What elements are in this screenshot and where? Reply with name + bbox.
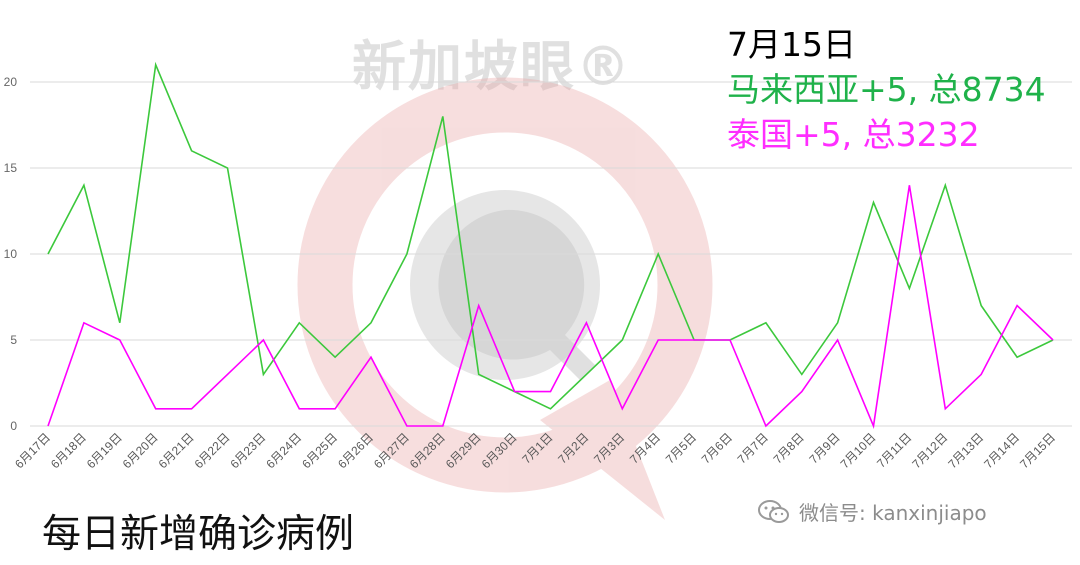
x-tick-label: 7月11日 — [874, 430, 914, 470]
x-tick-label: 7月12日 — [909, 430, 950, 471]
wechat-label: 微信号: kanxinjiapo — [799, 501, 987, 525]
x-tick-label: 7月8日 — [771, 430, 807, 466]
watermark-text: 新加坡眼® — [352, 35, 632, 98]
x-tick-label: 6月22日 — [192, 430, 233, 471]
x-tick-label: 7月13日 — [945, 430, 986, 471]
x-tick-label: 6月25日 — [299, 430, 340, 471]
x-tick-label: 7月7日 — [735, 430, 771, 466]
x-tick-label: 7月5日 — [663, 430, 699, 466]
y-tick-labels: 0 5 10 15 20 — [4, 75, 18, 433]
x-tick-label: 7月14日 — [981, 430, 1022, 471]
legend-malaysia: 马来西亚+5, 总8734 — [727, 70, 1046, 109]
x-tick-label: 6月21日 — [156, 430, 197, 471]
y-gridlines — [30, 81, 1072, 427]
y-tick-label: 5 — [10, 333, 17, 347]
series-line-malaysia — [47, 61, 1054, 410]
x-tick-label: 6月18日 — [48, 430, 89, 471]
legend-thailand: 泰国+5, 总3232 — [727, 115, 980, 154]
x-tick-label: 6月24日 — [263, 430, 304, 471]
y-tick-label: 15 — [4, 161, 18, 175]
x-tick-label: 6月20日 — [120, 430, 161, 471]
y-tick-label: 10 — [4, 247, 18, 261]
x-tick-label: 6月26日 — [335, 430, 376, 471]
chart-caption: 每日新增确诊病例 — [42, 512, 355, 557]
x-tick-label: 6月19日 — [84, 430, 125, 471]
legend-date: 7月15日 — [727, 25, 856, 64]
wechat-icon — [758, 499, 789, 523]
series-lines — [47, 61, 1054, 429]
y-tick-label: 0 — [10, 419, 17, 433]
watermark-logo — [297, 77, 713, 520]
wechat-id: 微信号: kanxinjiapo — [757, 497, 987, 526]
x-tick-label: 7月6日 — [699, 430, 735, 466]
y-tick-label: 20 — [4, 75, 18, 89]
series-line-thailand — [47, 185, 1054, 429]
x-tick-label: 6月17日 — [12, 430, 53, 471]
x-tick-label: 6月23日 — [227, 430, 268, 471]
legend: 7月15日 马来西亚+5, 总8734 泰国+5, 总3232 — [727, 22, 1046, 157]
x-tick-label: 7月15日 — [1017, 430, 1058, 471]
x-tick-label: 7月10日 — [838, 430, 879, 471]
